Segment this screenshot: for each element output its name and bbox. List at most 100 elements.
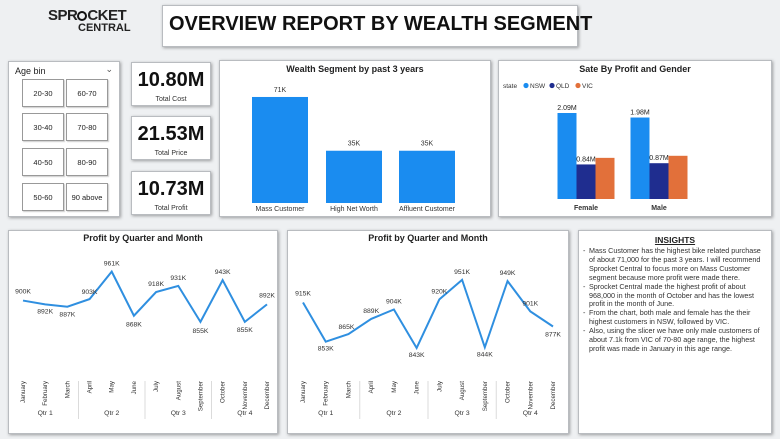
kpi-total-cost: 10.80M Total Cost <box>131 62 211 106</box>
data-label: 853K <box>318 346 334 353</box>
page-title-card: OVERVIEW REPORT BY WEALTH SEGMENT <box>162 5 592 47</box>
slicer-header: Age bin <box>15 66 46 76</box>
quarter-label: Qtr 3 <box>171 410 186 417</box>
data-label: 892K <box>37 308 53 315</box>
x-tick-label: February <box>323 380 330 406</box>
x-tick-label: April <box>368 381 375 393</box>
age-bin-option[interactable]: 70-80 <box>66 113 108 141</box>
state-profit-gender-chart: Sate By Profit and Gender state NSW QLD VIC… <box>498 60 772 217</box>
series-line <box>302 278 554 351</box>
data-label: 903K <box>82 289 98 296</box>
data-label: 943K <box>215 269 231 276</box>
series-line <box>22 269 268 324</box>
x-tick-label: February <box>42 380 49 406</box>
chevron-down-icon[interactable]: ⌄ <box>105 64 113 74</box>
kpi-value: 10.73M <box>137 178 205 200</box>
wealth-segment-svg: 71K Mass Customer 35K High Net Worth 35K Affl… <box>252 87 456 213</box>
legend-item: VIC <box>582 83 593 90</box>
quarter-label: Qtr 3 <box>455 410 470 417</box>
data-label: 0.84M <box>576 156 596 163</box>
kpi-value: 10.80M <box>137 69 205 91</box>
data-label: 855K <box>237 327 253 334</box>
sprocket-central-logo: SPR CKET CENTRAL <box>48 8 132 38</box>
data-label: 868K <box>126 322 142 329</box>
legend-marker <box>523 82 529 89</box>
chart-title: Profit by Quarter and Month <box>83 233 203 243</box>
quarter-label: Qtr 4 <box>523 410 538 417</box>
kpi-total-profit: 10.73M Total Profit <box>131 171 211 215</box>
logo-text-2: CKET <box>87 7 127 24</box>
data-label: 1.98M <box>630 110 650 117</box>
bar <box>399 150 455 203</box>
bar <box>649 163 669 199</box>
x-tick-label: May <box>391 380 398 393</box>
insight-item: From the chart, both male and female has… <box>583 308 767 327</box>
age-bin-option[interactable]: 20-30 <box>22 79 64 107</box>
age-bin-slicer: Age bin ⌄ 20-30 60-70 30-40 70-80 40-50 … <box>8 61 120 217</box>
age-bin-option[interactable]: 80-90 <box>66 148 108 176</box>
quarter-label: Qtr 1 <box>318 410 333 417</box>
bar <box>326 150 382 203</box>
logo-text-3: CENTRAL <box>78 22 131 34</box>
data-label: 961K <box>104 261 120 268</box>
insights-title: INSIGHTS <box>654 235 696 245</box>
data-label: 904K <box>386 298 402 305</box>
data-label: 887K <box>59 312 75 319</box>
quarter-label: Qtr 2 <box>386 410 401 417</box>
quarter-label: Qtr 4 <box>237 410 252 417</box>
logo-text-1: SPR <box>48 7 78 24</box>
x-tick-label: October <box>220 381 227 403</box>
page-title: OVERVIEW REPORT BY WEALTH SEGMENT <box>169 13 593 35</box>
kpi-label: Total Price <box>154 150 188 157</box>
bar <box>557 113 577 199</box>
age-bin-option[interactable]: 40-50 <box>22 148 64 176</box>
data-label: 915K <box>295 291 311 298</box>
legend-marker <box>549 82 555 89</box>
kpi-total-price: 21.53M Total Price <box>131 116 211 160</box>
profit-by-quarter-chart-2: Profit by Quarter and Month 915K January 8… <box>287 230 569 434</box>
data-label: 951K <box>454 269 470 276</box>
kpi-value: 21.53M <box>137 123 205 145</box>
x-tick-label: High Net Worth <box>330 206 378 213</box>
legend-item: QLD <box>556 83 570 90</box>
x-tick-label: November <box>242 381 249 410</box>
legend-item: NSW <box>530 83 546 90</box>
kpi-label: Total Cost <box>155 96 187 103</box>
data-label: 949K <box>500 270 516 277</box>
profit-line-svg-2: 915K January 853K February 865K March 889K Apri… <box>295 269 561 419</box>
x-tick-label: March <box>64 380 71 398</box>
x-tick-label: Mass Customer <box>255 206 305 213</box>
age-bin-option[interactable]: 50-60 <box>22 183 64 211</box>
data-label: 920K <box>431 288 447 295</box>
data-label: 855K <box>193 328 209 335</box>
x-tick-label: Male <box>651 205 667 212</box>
x-tick-label: September <box>482 381 489 411</box>
x-tick-label: May <box>109 380 116 393</box>
insights-panel: INSIGHTS Mass Customer has the highest b… <box>578 230 772 434</box>
bar <box>630 117 650 199</box>
age-bin-option[interactable]: 60-70 <box>66 79 108 107</box>
quarter-label: Qtr 2 <box>104 410 119 417</box>
data-label: 877K <box>545 332 561 339</box>
insight-item: Sprocket Central made the highest profit… <box>583 282 767 310</box>
data-label: 931K <box>170 275 186 282</box>
x-tick-label: August <box>175 381 182 401</box>
age-bin-option[interactable]: 30-40 <box>22 113 64 141</box>
x-tick-label: October <box>505 381 512 403</box>
data-label: 71K <box>274 87 287 94</box>
x-tick-label: July <box>436 380 443 392</box>
profit-line-svg-1: 900K January 892K February 887K March 903K Apri… <box>15 261 275 419</box>
insight-item: Also, using the slicer we have only male… <box>583 326 767 354</box>
age-bin-option[interactable]: 90 above <box>66 183 108 211</box>
data-label: 35K <box>348 141 361 148</box>
gear-icon <box>77 11 88 21</box>
data-label: 844K <box>477 351 493 358</box>
chart-title: Sate By Profit and Gender <box>579 64 691 74</box>
data-label: 901K <box>522 300 538 307</box>
data-label: 892K <box>259 292 275 299</box>
x-tick-label: June <box>131 380 138 394</box>
data-label: 900K <box>15 289 31 296</box>
bar <box>576 164 596 199</box>
data-label: 918K <box>148 281 164 288</box>
data-label: 843K <box>409 352 425 359</box>
